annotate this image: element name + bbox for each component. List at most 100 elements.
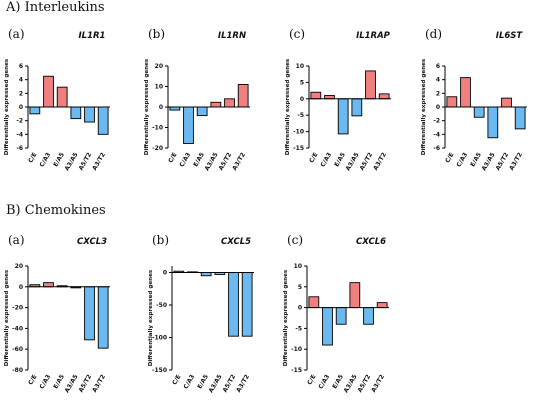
y-tick-label: 2 [436,90,440,97]
y-tick-label: -4 [16,131,23,138]
x-category-label: E/A5 [52,152,66,169]
y-tick-label: 0 [159,104,163,111]
y-tick-label: -2 [433,118,440,125]
y-tick-label: -50 [156,302,167,309]
chart-panel-6: (c) CXCL6 Differentially expressed genes-1… [283,233,389,394]
bar-A5/T2 [224,98,235,108]
x-category-label: C/A3 [38,374,52,391]
y-tick-label: -40 [12,325,23,332]
bar-C/E [446,96,458,108]
x-category-label: E/A5 [333,152,347,169]
bar-A5/T2 [84,286,95,341]
y-axis-label: Differentially expressed genes [148,269,154,366]
y-axis-label: Differentially expressed genes [144,58,150,155]
section-title-interleukins: A) Interleukins [6,0,105,15]
x-category-label: C/E [306,374,317,387]
bar-C/A3 [322,307,333,346]
bar-C/E [29,106,41,115]
x-category-label: C/E [167,152,178,165]
bar-A3/A5 [349,282,361,309]
y-axis-label: Differentially expressed genes [285,58,291,155]
bar-E/A5 [56,86,68,108]
x-category-label: A3/T2 [508,152,524,172]
bar-A5/T2 [501,97,512,108]
y-tick-label: -10 [293,129,304,136]
y-tick-label: -10 [152,125,163,132]
y-tick-label: 10 [155,84,163,91]
x-category-label: C/E [308,152,319,165]
x-category-label: A3/T2 [370,374,386,394]
bar-E/A5 [337,98,349,135]
panel-letter: (b) [148,27,165,41]
bar-A5/T2 [84,106,95,123]
y-tick-label: 5 [298,284,302,291]
y-axis-label: Differentially expressed genes [421,58,427,155]
y-tick-label: 0 [298,305,302,312]
x-category-label: C/E [171,374,182,387]
y-axis-label: Differentially expressed genes [283,269,289,366]
panel-letter: (d) [425,27,442,41]
x-category-label: E/A5 [192,152,206,169]
chart-panel-3: (d) IL6ST Differentially expressed genes -6… [421,27,527,172]
bar-A3/T2 [376,302,388,309]
gene-title: IL1RAP [356,31,391,41]
x-category-label: E/A5 [52,374,66,391]
bar-A3/A5 [487,106,499,139]
y-tick-label: 20 [15,263,23,270]
bar-A3/T2 [514,106,526,130]
bar-A3/T2 [241,272,253,337]
y-tick-label: 4 [19,77,23,84]
bar-A5/T2 [365,70,376,100]
bar-A3/T2 [97,106,109,135]
chart-panel-4: (a) CXCL3 Differentially expressed genes-8… [4,233,110,394]
chart-panel-5: (b) CXCL5 Differentially expressed genes-1… [148,233,254,394]
y-tick-label: -5 [295,325,302,332]
y-tick-label: 10 [294,263,302,270]
x-category-label: C/A3 [38,152,52,169]
y-tick-label: -10 [291,346,302,353]
bar-A5/T2 [363,307,374,325]
bar-A3/A5 [70,106,82,120]
x-category-label: A3/T2 [372,152,388,172]
bar-A3/A5 [351,98,363,117]
bar-C/A3 [43,75,54,108]
gene-title: IL1R1 [79,31,106,41]
y-tick-label: -4 [433,131,440,138]
x-category-label: C/E [444,152,455,165]
gene-title: IL1RN [218,31,246,41]
bar-A3/T2 [378,93,390,100]
y-tick-label: -150 [152,367,167,374]
y-tick-label: -6 [433,145,440,152]
x-category-label: A3/T2 [231,152,247,172]
x-category-label: C/E [27,152,38,165]
y-tick-label: -100 [152,335,167,342]
x-category-label: E/A5 [196,374,210,391]
bar-A3/T2 [97,286,109,349]
y-tick-label: 20 [155,63,163,70]
y-tick-label: 0 [19,284,23,291]
gene-title: CXCL6 [356,237,386,247]
y-tick-label: -2 [16,118,23,125]
y-axis-label: Differentially expressed genes [4,58,10,155]
y-tick-label: -20 [12,305,23,312]
x-category-label: C/A3 [455,152,469,169]
y-tick-label: -80 [12,367,23,374]
panel-letter: (a) [8,233,25,247]
y-tick-label: -5 [297,112,304,119]
y-tick-label: -15 [291,367,302,374]
gene-title: CXCL5 [221,237,251,247]
bar-A3/T2 [237,83,249,108]
x-category-label: A3/T2 [91,374,107,394]
y-tick-label: -6 [16,145,23,152]
x-category-label: E/A5 [331,374,345,391]
y-tick-label: -20 [152,145,163,152]
bar-A5/T2 [228,272,239,337]
bar-E/A5 [196,106,208,117]
y-tick-label: -60 [12,346,23,353]
bar-C/A3 [183,106,194,144]
chart-panel-1: (b) IL1RN Differentially expressed genes -2… [144,27,250,172]
y-tick-label: 2 [19,90,23,97]
panel-letter: (a) [8,27,25,41]
gene-title: IL6ST [496,31,524,41]
